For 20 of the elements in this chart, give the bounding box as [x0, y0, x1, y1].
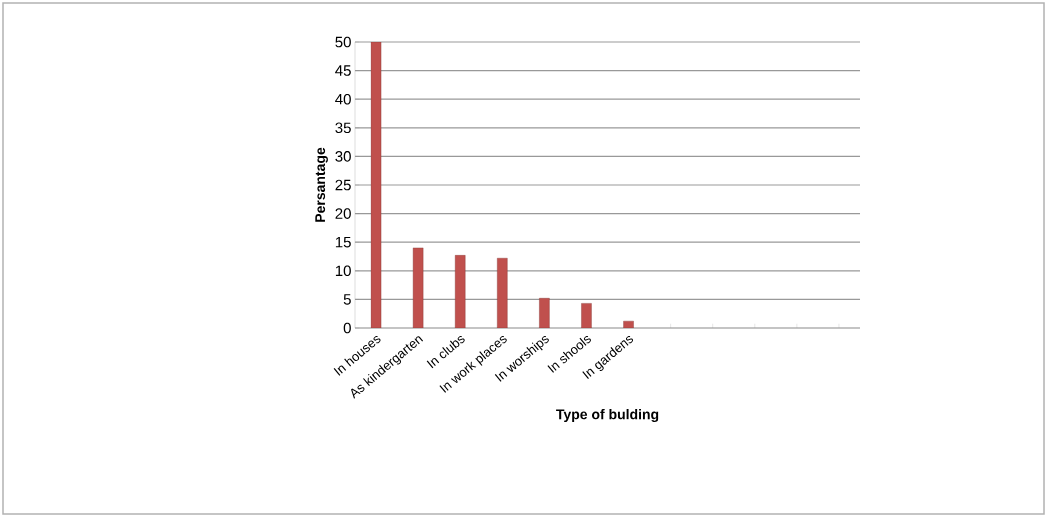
y-tick-label: 25: [335, 179, 351, 191]
bar: [370, 42, 382, 328]
y-tick-label: 45: [335, 65, 351, 76]
y-tick-label: 30: [335, 151, 351, 162]
y-tick-label: 40: [335, 93, 351, 105]
bar: [539, 298, 550, 328]
bar: [497, 258, 508, 328]
y-tick-label: 10: [335, 265, 351, 277]
y-tick-label: 0: [343, 322, 351, 334]
y-tick-label: 20: [335, 208, 351, 219]
y-tick-label: 15: [335, 236, 351, 248]
bar: [455, 255, 466, 328]
bar: [412, 247, 424, 328]
y-tick-label: 50: [335, 36, 351, 48]
bar: [581, 303, 592, 328]
x-axis-title: Type of bulding: [556, 409, 659, 423]
y-tick-label: 5: [343, 294, 351, 305]
y-tick-label: 35: [335, 122, 351, 134]
y-axis-title: Persantage: [315, 147, 328, 222]
bar: [623, 320, 634, 328]
